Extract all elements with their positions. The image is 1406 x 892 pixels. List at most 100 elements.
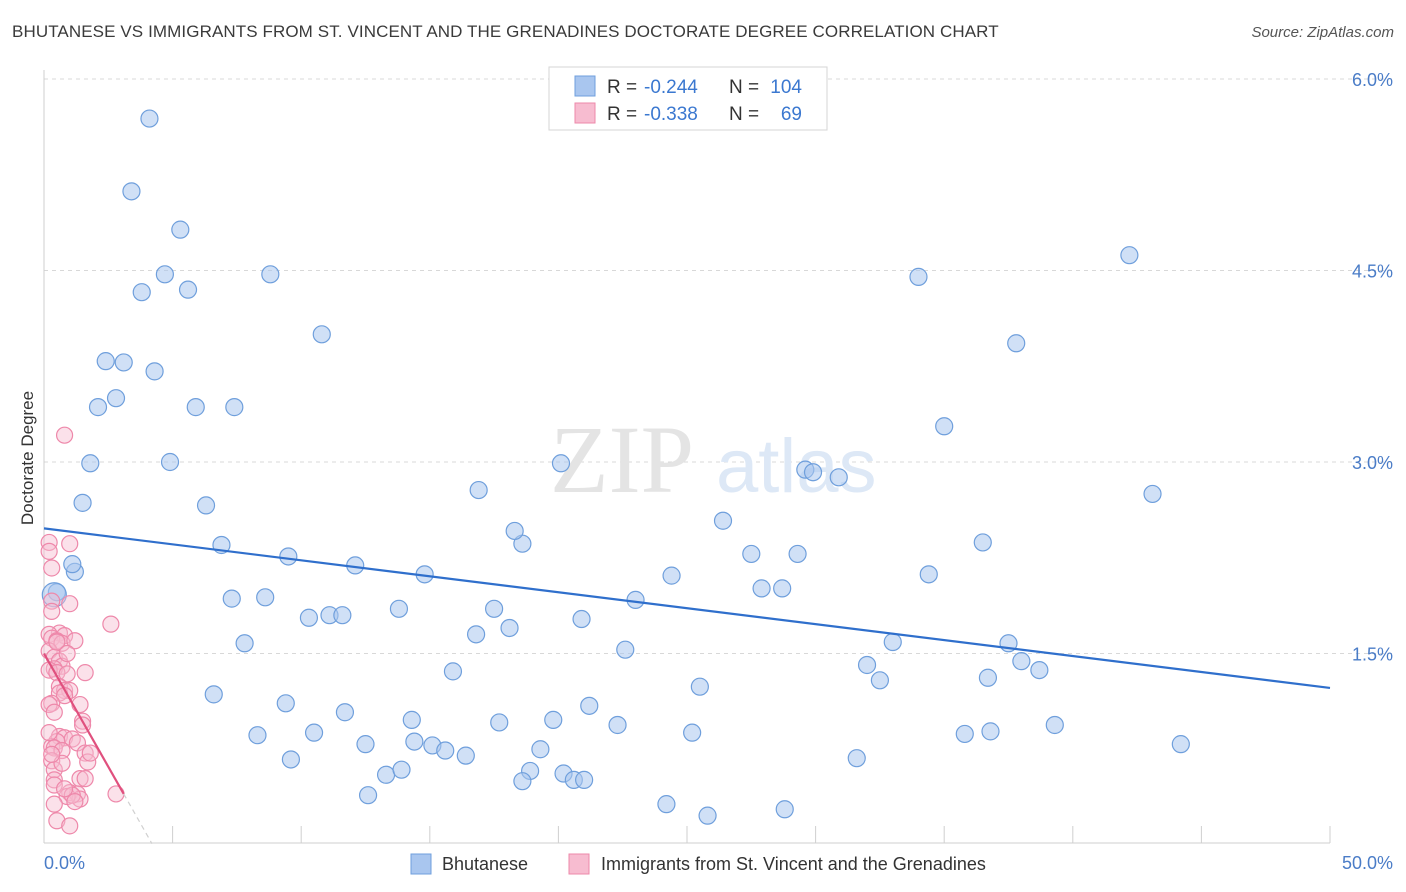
bhutanese-point: [469, 480, 488, 500]
bhutanese-point: [626, 590, 645, 609]
immigrants-point: [53, 741, 71, 760]
immigrants-point: [55, 780, 74, 798]
bhutanese-point: [132, 283, 151, 302]
legend-r-value-2: -0.338: [644, 104, 698, 125]
bhutanese-point: [883, 632, 902, 652]
y-axis-title: Doctorate Degree: [18, 391, 37, 525]
bhutanese-point: [1030, 660, 1049, 680]
bhutanese-point: [752, 579, 771, 598]
x-tick-label: 50.0%: [1342, 853, 1393, 873]
bhutanese-point: [531, 740, 550, 759]
immigrants-point: [81, 744, 99, 762]
bottom-legend-label-immigrants: Immigrants from St. Vincent and the Gren…: [601, 854, 986, 874]
bhutanese-point: [847, 749, 866, 768]
immigrants-point: [61, 535, 79, 553]
immigrants-point: [43, 559, 61, 577]
y-tick-label: 1.5%: [1352, 645, 1393, 665]
bhutanese-point: [1120, 246, 1139, 265]
bhutanese-point: [973, 533, 992, 552]
bhutanese-point: [392, 760, 411, 779]
bhutanese-point: [73, 493, 92, 512]
bhutanese-point: [335, 703, 355, 722]
immigrants-point: [61, 595, 79, 613]
immigrants-point: [61, 817, 79, 835]
bhutanese-point: [1143, 484, 1162, 504]
bhutanese-point: [312, 325, 331, 344]
bhutanese-point: [145, 362, 164, 381]
bhutanese-point: [803, 463, 823, 482]
immigrants-point: [40, 533, 58, 552]
immigrants-trendline: [43, 652, 125, 795]
y-tick-label: 3.0%: [1352, 453, 1393, 473]
trend-layer: [43, 527, 1331, 845]
legend-n-value-2: 69: [781, 104, 802, 125]
watermark-zip: ZIP: [550, 406, 694, 513]
bhutanese-point: [248, 726, 267, 745]
bhutanese-point: [276, 694, 295, 713]
y-tick-label: 4.5%: [1352, 262, 1393, 282]
legend-n-label-1: N =: [729, 77, 759, 98]
immigrants-point: [43, 745, 61, 763]
bhutanese-point: [405, 732, 424, 751]
watermark: ZIP atlas: [550, 406, 877, 513]
bhutanese-point: [773, 579, 792, 598]
bhutanese-point: [88, 398, 108, 417]
chart-title: BHUTANESE VS IMMIGRANTS FROM ST. VINCENT…: [12, 22, 999, 41]
bhutanese-point: [178, 280, 198, 299]
bhutanese-point: [333, 606, 352, 625]
bhutanese-point: [955, 724, 974, 744]
bhutanese-point: [572, 609, 591, 629]
bhutanese-point: [261, 265, 280, 284]
bhutanese-point: [122, 182, 141, 201]
immigrants-point: [71, 695, 89, 714]
legend-n-label-2: N =: [729, 104, 759, 125]
bhutanese-point: [402, 710, 421, 729]
bhutanese-point: [389, 599, 409, 618]
bhutanese-point: [690, 677, 709, 696]
immigrants-point: [48, 812, 66, 830]
immigrants-point: [40, 542, 58, 560]
bhutanese-point: [155, 265, 174, 284]
bhutanese-point: [829, 468, 848, 487]
immigrants-point: [43, 592, 61, 610]
bhutanese-point: [358, 786, 378, 805]
bhutanese-point: [281, 750, 301, 769]
immigrants-trendline-extension: [123, 793, 153, 845]
bhutanese-point: [222, 589, 241, 608]
bhutanese-point: [299, 608, 319, 627]
bhutanese-point: [713, 511, 733, 530]
source-label: Source: ZipAtlas.com: [1251, 24, 1394, 41]
bhutanese-point: [1007, 334, 1026, 353]
bhutanese-point: [919, 565, 938, 584]
bhutanese-point: [662, 566, 681, 585]
bhutanese-point: [456, 746, 475, 765]
bhutanese-trendline: [43, 527, 1331, 690]
bhutanese-point: [544, 710, 563, 729]
bhutanese-point: [1171, 735, 1190, 754]
bhutanese-point: [485, 599, 504, 618]
bottom-legend-swatch-immigrants: [568, 853, 590, 875]
legend-r-label-2: R =: [607, 104, 637, 125]
bhutanese-point: [657, 795, 676, 814]
bhutanese-point: [1045, 715, 1064, 735]
bhutanese-point: [505, 521, 524, 541]
bhutanese-point: [870, 671, 890, 690]
immigrants-point: [76, 664, 94, 682]
bhutanese-point: [171, 220, 190, 239]
bhutanese-point: [513, 772, 532, 791]
legend-swatch-bhutanese: [574, 75, 596, 97]
immigrants-point: [102, 615, 120, 633]
immigrants-point: [58, 665, 76, 683]
bhutanese-point: [608, 715, 627, 735]
legend-swatch-immigrants: [574, 102, 596, 124]
bhutanese-point: [742, 544, 761, 564]
axis-layer: 1.5% 3.0% 4.5% 6.0% 0.0% 50.0%: [43, 70, 1393, 873]
legend-r-label-1: R =: [607, 77, 637, 98]
bhutanese-point: [935, 417, 954, 436]
bhutanese-point: [140, 109, 159, 128]
bhutanese-point: [698, 806, 717, 825]
bottom-legend-label-bhutanese: Bhutanese: [442, 854, 528, 874]
immigrants-point: [76, 770, 94, 788]
y-tick-label: 6.0%: [1352, 70, 1393, 90]
